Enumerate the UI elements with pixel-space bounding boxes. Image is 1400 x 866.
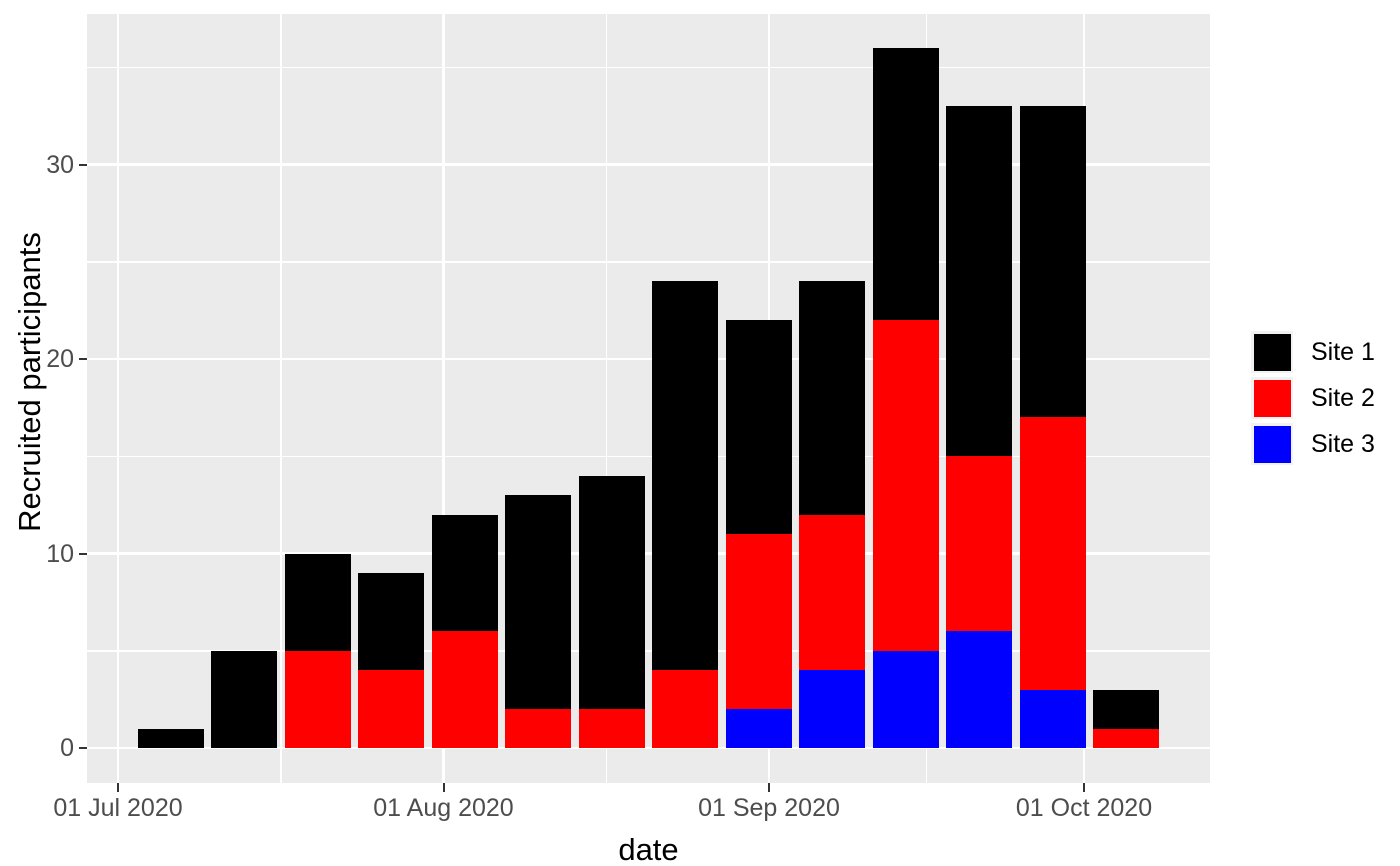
legend-label: Site 1 [1311,338,1375,366]
y-minor-gridline [87,455,1210,457]
y-tick-mark [79,163,87,166]
legend-item-site1: Site 1 [1251,331,1400,373]
y-tick-label: 10 [46,539,74,568]
bar-segment-site1-2020-08-31 [725,320,792,535]
bar-segment-site1-2020-10-05 [1093,689,1159,729]
bar-segment-site1-2020-07-20 [284,553,351,651]
bar-segment-site2-2020-09-21 [946,456,1012,632]
x-tick-mark [1083,783,1085,792]
bar-segment-site1-2020-09-14 [872,47,939,321]
bar-segment-site3-2020-09-28 [1019,689,1086,748]
bar-segment-site1-2020-09-21 [946,106,1012,457]
bar-segment-site2-2020-09-28 [1019,417,1086,690]
legend-key-site2 [1251,377,1293,419]
y-tick-label: 20 [46,345,74,373]
legend-item-site2: Site 2 [1251,377,1400,419]
x-minor-gridline [605,14,607,783]
x-tick-mark [768,783,770,792]
bar-segment-site2-2020-07-20 [284,650,351,748]
legend-label: Site 3 [1311,430,1375,458]
legend-key-fill [1253,425,1291,463]
bar-segment-site1-2020-07-13 [211,650,277,748]
bar-segment-site3-2020-09-21 [946,631,1012,748]
legend-key-fill [1253,333,1291,371]
bar-segment-site1-2020-08-03 [431,514,498,632]
y-minor-gridline [87,261,1210,263]
y-major-gridline [87,357,1210,361]
y-tick-mark [79,358,87,360]
x-tick-label: 01 Sep 2020 [698,794,840,822]
bar-segment-site1-2020-09-07 [799,281,865,515]
bar-segment-site1-2020-08-10 [505,495,571,710]
y-major-gridline [87,163,1210,166]
bar-segment-site1-2020-08-24 [652,281,718,671]
x-tick-label: 01 Aug 2020 [373,794,514,822]
bar-segment-site1-2020-07-06 [137,728,204,748]
legend-label: Site 2 [1311,384,1375,412]
x-tick-label: 01 Jul 2020 [53,794,183,822]
bar-segment-site2-2020-08-24 [652,670,718,748]
x-tick-mark [117,783,119,792]
bar-segment-site2-2020-07-27 [358,670,424,748]
legend-key-site1 [1251,331,1293,373]
bar-segment-site3-2020-09-07 [799,670,865,748]
bar-segment-site3-2020-09-14 [872,650,939,748]
bar-segment-site1-2020-09-28 [1019,106,1086,418]
y-tick-label: 30 [46,150,74,179]
legend-key-fill [1253,379,1291,417]
bar-segment-site2-2020-08-31 [725,534,792,710]
bar-segment-site2-2020-10-05 [1093,728,1159,748]
bar-segment-site1-2020-07-27 [358,572,424,671]
x-major-gridline [116,14,120,783]
y-tick-label: 0 [60,734,74,762]
legend-key-site3 [1251,423,1293,465]
y-major-gridline [87,746,1210,750]
y-major-gridline [87,552,1210,555]
bar-segment-site2-2020-08-03 [431,631,498,748]
x-tick-label: 01 Oct 2020 [1015,794,1153,822]
y-minor-gridline [87,650,1210,652]
y-tick-mark [79,747,87,749]
bar-segment-site2-2020-09-14 [872,320,939,651]
y-tick-mark [79,552,87,555]
x-major-gridline [442,14,445,783]
bar-segment-site3-2020-08-31 [725,709,792,748]
bar-segment-site2-2020-08-17 [578,709,645,748]
bar-segment-site2-2020-08-10 [505,709,571,748]
y-axis-title: Recruited participants [12,231,47,532]
x-tick-mark [442,783,445,792]
bar-segment-site2-2020-09-07 [799,514,865,671]
y-minor-gridline [87,66,1210,68]
legend-item-site3: Site 3 [1251,423,1400,465]
bar-segment-site1-2020-08-17 [578,475,645,710]
x-minor-gridline [280,14,282,783]
plot-panel [87,14,1210,783]
x-axis-title: date [618,832,679,866]
